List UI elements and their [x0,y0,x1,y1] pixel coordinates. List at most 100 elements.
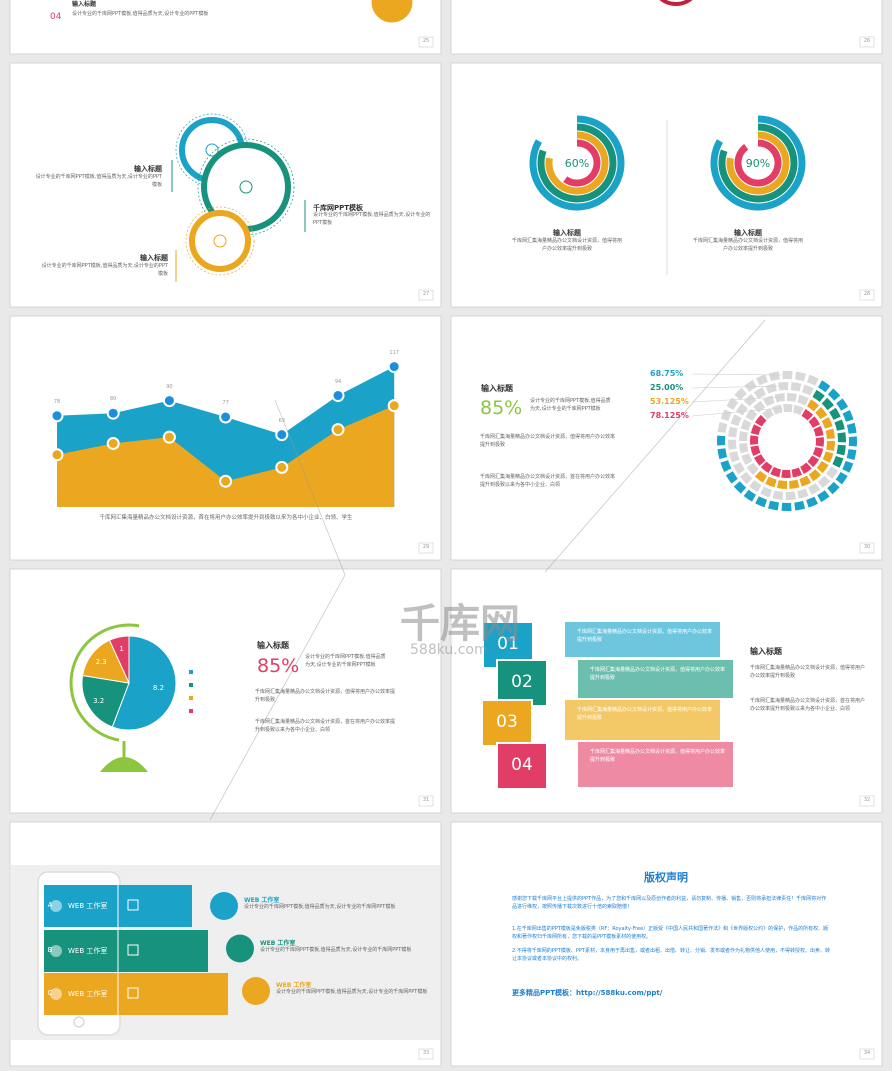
ring-segment [829,407,841,420]
text: 设计专业的千库网PPT模板,值得品质为天,设计专业的PPT模板 [41,263,168,277]
point [275,460,289,474]
point [219,410,233,424]
ring-segment [760,461,773,474]
text: 输入标题 [140,254,168,262]
ring-segment [813,425,824,437]
watermark-line [544,319,766,573]
text: WEB 工作室 [260,939,296,947]
ring-segment [744,379,757,392]
menu-letter-bg [50,988,62,1000]
ring-segment [772,490,784,500]
page-box [859,1048,875,1060]
ring-segment [807,455,820,468]
step-number-box [496,659,548,707]
globe-arc [69,623,140,742]
menu-icon [127,899,139,911]
text: 设计专业的千库网PPT模板,值得品质为天,设计专业的PPT模板 [35,174,162,188]
ring-segment [797,394,809,406]
ring-segment [836,398,849,411]
text: 千库网汇集海量精品办公文档设计资源，首在将用户办公效率提升到极致以来为各中小企业… [255,719,396,733]
point [162,430,176,444]
text: 60% [564,157,590,170]
legend-dot [189,683,193,687]
point [219,474,233,488]
ring-segment [808,469,821,482]
text: 千库网汇集海量精品办公文档设计资源，值得将用户办公效率提升到极致 [512,238,623,252]
text: 输入标题 [257,641,289,650]
menu-icon [127,944,139,956]
ring-segment [806,399,820,412]
text: 设计专业的千库网PPT模板,值得品质为天,设计专业的千库网PPT模板 [260,946,412,953]
ring-segment [763,395,775,407]
step-number: 04 [511,755,533,775]
text: 版权声明 [644,871,688,884]
ring-segment [771,404,783,415]
ring-segment [728,439,737,450]
point [387,399,401,413]
ring-segment [717,448,728,460]
watermark-brand: 千库网 [400,601,520,647]
connector [691,396,783,403]
step-box [565,622,720,657]
ring-segment [726,397,739,411]
point [162,394,176,408]
ring-band [726,131,790,195]
ring-segment [826,466,839,479]
ring-icon [213,234,227,248]
ring-segment [827,388,841,401]
ring-segment [794,500,806,511]
ring-segment [812,446,824,458]
point [387,360,401,374]
page-box [418,795,434,807]
point-label: 63 [278,417,285,424]
ring-band [710,115,806,211]
point-label: 78 [53,398,61,405]
text: 千库网汇集海量精品办公文档设计资源，值得将用户办公效率提升到极致 [255,689,396,703]
ring-outline [197,138,295,236]
ring-segment [821,417,833,429]
page-box [859,36,875,48]
page-number: 25 [422,38,430,44]
slice-label: 1 [119,644,124,653]
ring-segment [753,400,766,413]
ring-segment [816,460,829,474]
legend-dot [189,670,193,674]
ring-outline [185,206,255,276]
ring-band [529,115,625,211]
text: 90% [745,157,771,170]
slide [450,0,883,55]
page-box [418,542,434,554]
menu-letter-bg [50,945,62,957]
text: B [47,946,53,954]
point-label: 117 [389,349,399,356]
ring-segment [720,460,732,472]
ring-segment [817,490,830,503]
menu-icon [127,987,139,999]
text: 设计专业的千库网PPT模板,值得品质为天,设计专业的PPT模板 [72,11,209,17]
text: 2.不得将千库网的PPT模板、PPT素材，本身用于再出售，或者出租、出借、转让、… [512,948,830,962]
ring-segment [725,471,738,484]
ring-segment [777,480,788,489]
point [106,436,120,450]
watermark-line [209,574,346,821]
page-number: 31 [422,797,430,803]
ring-segment [812,389,825,402]
watermark-line [274,399,346,576]
watermark-url: 588ku.com [410,642,488,658]
ring-segment [746,462,759,475]
step-box [578,742,733,787]
ring-segment [836,444,846,456]
point [106,406,120,420]
text: 85% [257,655,300,677]
ring-segment [745,408,758,422]
ring-segment [842,410,854,422]
slice-label: 3.2 [93,696,105,705]
ring-segment [834,419,845,431]
ring-segment [740,471,753,485]
ring-segment [778,382,789,391]
ring-segment [842,460,854,473]
ring-segment [800,462,812,474]
ring-segment [753,387,766,399]
ring-icon [205,143,219,157]
